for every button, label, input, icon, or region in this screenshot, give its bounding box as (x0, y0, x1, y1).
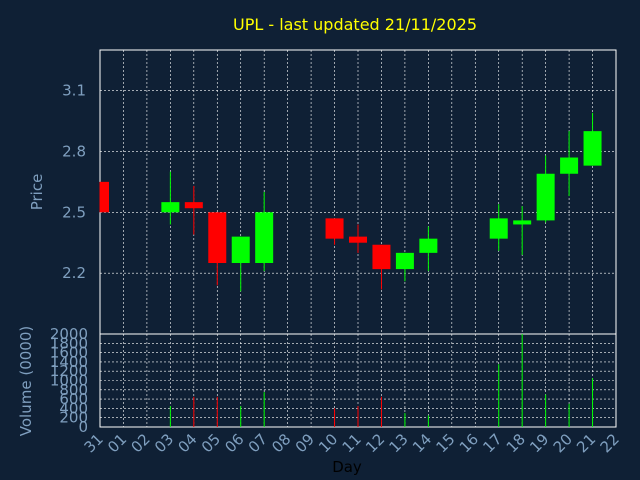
x-tick-label: 18 (503, 430, 529, 456)
volume-tick-label: 1600 (50, 344, 88, 362)
volume-tick-label: 2000 (50, 325, 88, 343)
price-tick-label: 2.5 (62, 203, 86, 221)
candle-body (255, 212, 274, 263)
candle-body (231, 236, 250, 263)
volume-tick-label: 0 (78, 418, 88, 436)
chart-title: UPL - last updated 21/11/2025 (233, 15, 477, 34)
price-tick-label: 3.1 (62, 82, 86, 100)
candle-05 (208, 212, 227, 286)
candle-body (161, 202, 180, 213)
candle-06 (231, 236, 250, 292)
candle-body (395, 252, 414, 270)
x-tick-label: 16 (456, 430, 482, 456)
candle-body (419, 238, 438, 253)
price-panel: 2.2 2.5 2.8 3.1 (62, 49, 617, 335)
x-tick-label: 04 (174, 430, 200, 456)
volume-tick-label: 600 (59, 390, 88, 408)
candle-20 (560, 131, 579, 197)
x-tick-label: 13 (386, 430, 412, 456)
volume-tick-label: 800 (59, 381, 88, 399)
candle-07 (255, 192, 274, 272)
volume-tick-label: 1400 (50, 353, 88, 371)
x-tick-label: 15 (432, 430, 458, 456)
candle-31 (99, 181, 109, 213)
x-tick-label: 17 (479, 430, 505, 456)
x-tick-label: 08 (268, 430, 294, 456)
x-tick-label: 21 (573, 430, 599, 456)
price-axis-title: Price (28, 174, 46, 211)
x-tick-label: 11 (339, 430, 365, 456)
candle-body (184, 202, 203, 209)
volume-tick-label: 200 (59, 409, 88, 427)
candle-14 (419, 226, 438, 272)
price-tick-label: 2.2 (62, 264, 86, 282)
candle-body (560, 157, 579, 174)
x-tick-label: 19 (526, 430, 552, 456)
x-tick-label: 20 (550, 430, 576, 456)
volume-tick-label: 1200 (50, 362, 88, 380)
x-tick-label: 14 (409, 430, 435, 456)
x-tick-label: 01 (104, 430, 130, 456)
x-tick-label: 07 (245, 430, 271, 456)
candle-body (100, 181, 109, 213)
candle-21 (583, 112, 602, 166)
x-tick-label: 05 (198, 430, 224, 456)
candle-body (489, 218, 508, 239)
volume-tick-label: 1000 (50, 372, 88, 390)
candle-13 (395, 252, 414, 282)
candle-body (325, 218, 344, 239)
candle-body (349, 236, 367, 243)
candle-body (372, 244, 391, 270)
volume-tick-label: 1800 (50, 334, 88, 352)
x-tick-label: 06 (221, 430, 247, 456)
volume-tick-label: 400 (59, 399, 88, 417)
x-axis-labels: 3101020304050607080910111213141516171819… (81, 430, 623, 456)
x-tick-label: 03 (151, 430, 177, 456)
x-tick-label: 02 (128, 430, 154, 456)
candle-10 (325, 218, 344, 245)
x-axis-title: Day (332, 458, 362, 476)
candle-body (583, 131, 602, 166)
x-tick-label: 10 (315, 430, 341, 456)
x-tick-label: 09 (292, 430, 318, 456)
candle-body (513, 220, 532, 225)
candle-17 (489, 204, 508, 251)
price-tick-label: 2.8 (62, 142, 86, 160)
x-tick-label: 22 (597, 430, 623, 456)
candle-18 (513, 206, 532, 255)
candle-03 (161, 171, 180, 225)
candle-11 (349, 224, 367, 253)
candle-04 (184, 185, 203, 235)
candle-body (536, 173, 555, 221)
x-tick-label: 12 (362, 430, 388, 456)
candle-19 (536, 155, 555, 223)
candle-body (208, 212, 227, 263)
candle-12 (372, 244, 391, 290)
volume-axis-title: Volume (0000) (17, 326, 35, 436)
